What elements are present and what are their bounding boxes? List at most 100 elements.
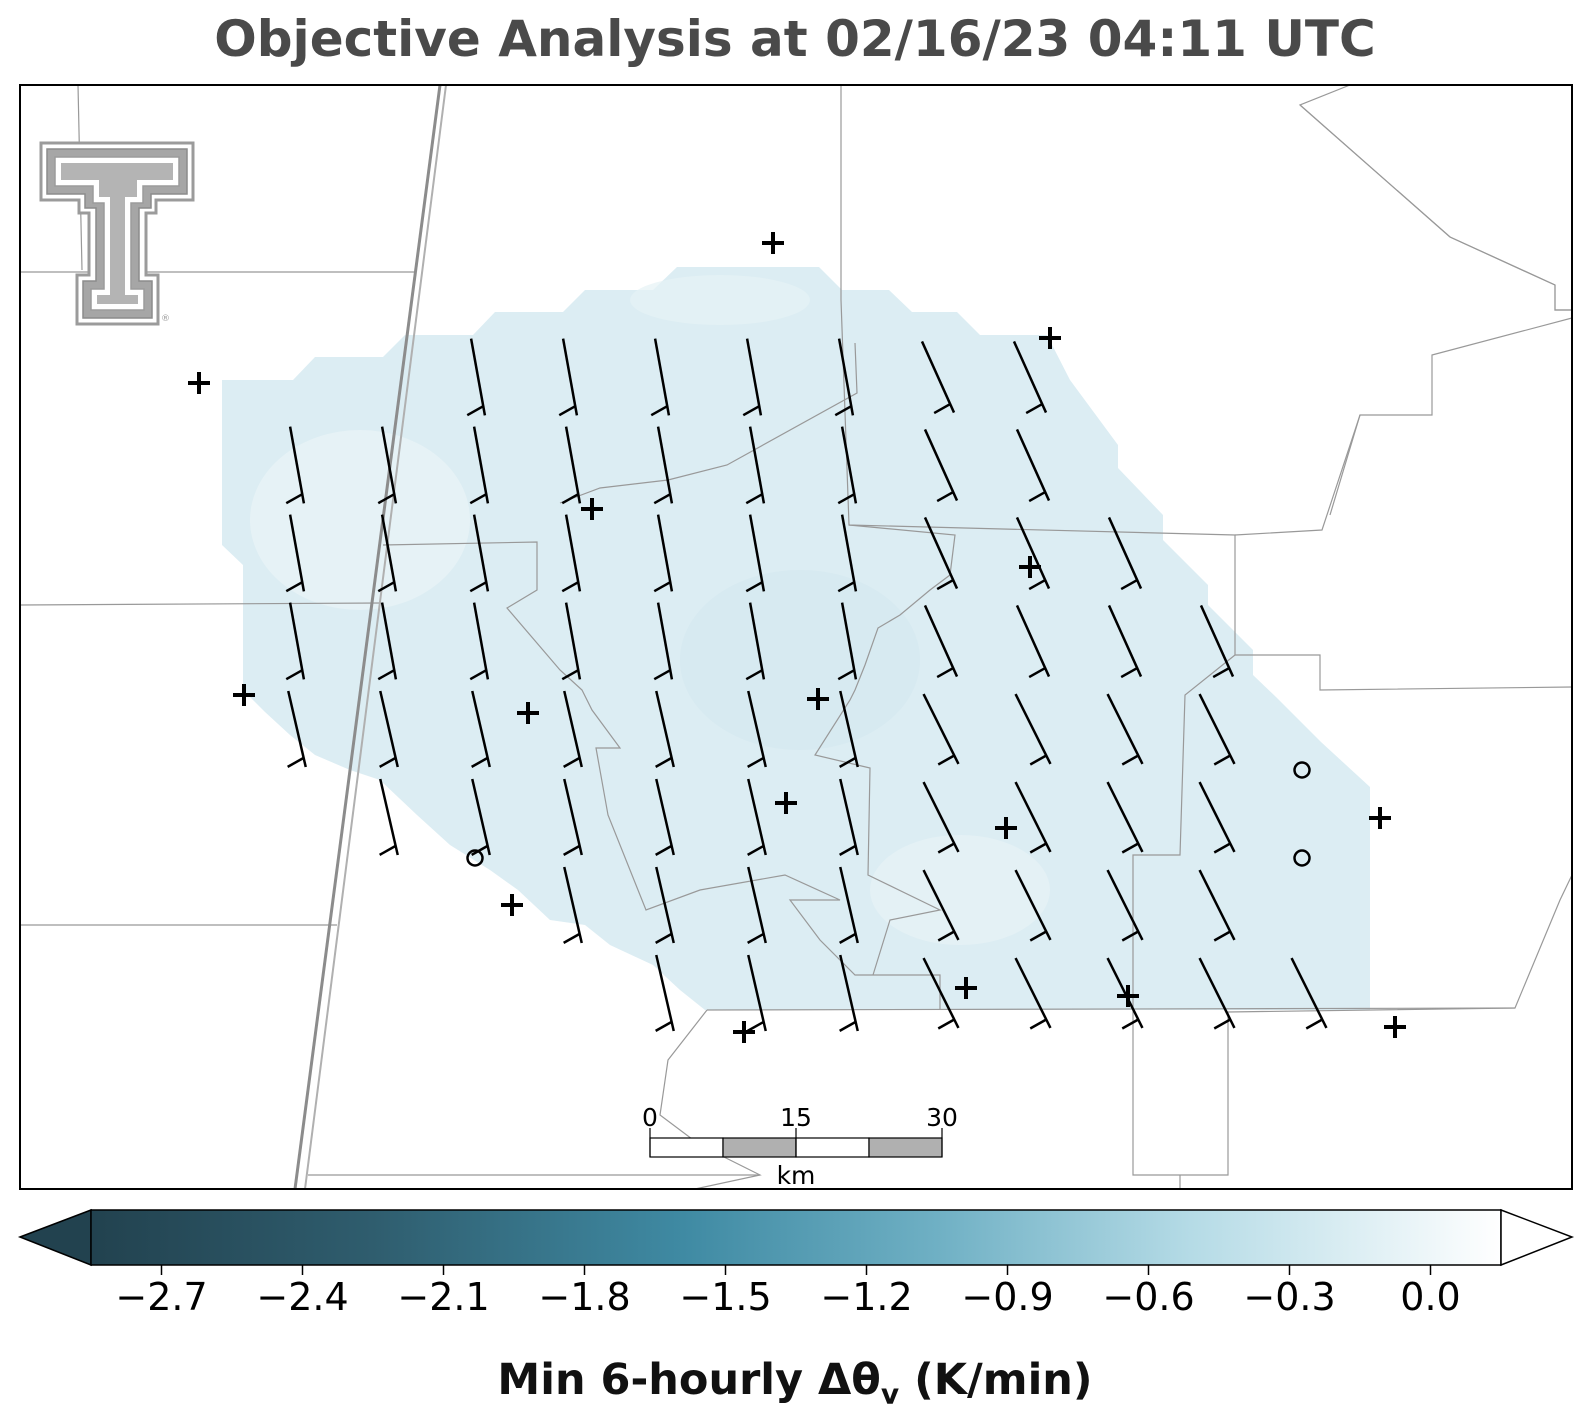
- wind-barb: [466, 338, 487, 417]
- wind-barb: [563, 866, 583, 944]
- wind-barb: [923, 604, 959, 679]
- wind-barb: [1198, 693, 1236, 766]
- wind-barb: [839, 778, 859, 856]
- wind-barb-layer: [285, 338, 1328, 1032]
- wind-barb: [1106, 781, 1144, 854]
- wind-barb: [1106, 693, 1144, 766]
- wind-barb: [285, 426, 306, 505]
- wind-barb: [1106, 869, 1144, 942]
- highway-line: [293, 85, 447, 1189]
- wind-barb: [563, 778, 583, 856]
- wind-barb: [377, 602, 398, 681]
- map-panel: [20, 85, 1572, 1189]
- colorbar-tick-label: −2.4: [256, 1275, 348, 1319]
- station-cross-marker: [188, 372, 210, 394]
- station-cross-marker: [733, 1021, 755, 1043]
- wind-barb: [379, 778, 399, 856]
- wind-barb: [922, 693, 960, 766]
- colorbar-tick-label: 0.0: [1400, 1275, 1460, 1319]
- wind-barb: [839, 690, 859, 768]
- wind-barb: [285, 602, 306, 681]
- colorbar-tick-label: −2.1: [397, 1275, 489, 1319]
- station-cross-marker: [807, 688, 829, 710]
- wind-barb: [839, 954, 859, 1032]
- wind-barb: [653, 514, 674, 593]
- logo-registered-mark: ®: [161, 314, 170, 324]
- wind-barb: [285, 514, 306, 593]
- colorbar-extend-low: [17, 1208, 92, 1267]
- station-cross-marker: [501, 894, 523, 916]
- wind-barb: [561, 514, 582, 593]
- colorbar-gradient: [90, 1209, 1502, 1266]
- wind-barb: [377, 514, 398, 593]
- wind-barb: [469, 602, 490, 681]
- station-cross-marker: [762, 232, 784, 254]
- wind-barb: [920, 340, 956, 415]
- wind-barb: [747, 866, 767, 944]
- wind-barb: [1014, 869, 1052, 942]
- wind-barb: [471, 690, 491, 768]
- texas-tech-logo: ®: [39, 141, 195, 326]
- station-cross-marker: [517, 702, 539, 724]
- wind-barb: [834, 338, 855, 417]
- wind-barb: [655, 778, 675, 856]
- wind-barb: [1015, 516, 1051, 591]
- wind-barb: [747, 778, 767, 856]
- wind-barb: [655, 690, 675, 768]
- station-cross-marker: [581, 498, 603, 520]
- colorbar-tick-label: −1.8: [538, 1275, 630, 1319]
- wind-barb: [837, 602, 858, 681]
- wind-barb: [653, 602, 674, 681]
- station-cross-marker: [1369, 807, 1391, 829]
- wind-barb: [469, 514, 490, 593]
- station-calm-marker: [466, 849, 484, 867]
- station-cross-marker: [1384, 1016, 1406, 1038]
- wind-barb: [558, 338, 579, 417]
- wind-barb: [745, 514, 766, 593]
- wind-barb: [1015, 604, 1051, 679]
- scale-tick-label: 15: [780, 1103, 812, 1132]
- wind-barb: [471, 778, 491, 856]
- scale-tick-label: 0: [642, 1103, 658, 1132]
- wind-barb: [922, 869, 960, 942]
- wind-barb: [922, 781, 960, 854]
- station-cross-marker: [233, 684, 255, 706]
- scale-unit-label: km: [777, 1161, 816, 1190]
- station-cross-marker: [995, 817, 1017, 839]
- wind-barb: [837, 426, 858, 505]
- wind-barb: [1107, 516, 1143, 591]
- wind-barb: [1198, 781, 1236, 854]
- station-calm-marker: [1293, 849, 1311, 867]
- wind-barb: [745, 426, 766, 505]
- wind-barb: [839, 866, 859, 944]
- wind-barb: [287, 690, 307, 768]
- wind-barb: [745, 602, 766, 681]
- wind-barb: [1290, 957, 1328, 1030]
- colorbar-tick-label: −0.3: [1243, 1275, 1335, 1319]
- map-frame: [19, 84, 1573, 1190]
- colorbar-tick-label: −1.5: [679, 1275, 771, 1319]
- wind-barb: [561, 426, 582, 505]
- wind-barb: [1199, 604, 1235, 679]
- station-marker-layer: [188, 232, 1406, 1043]
- station-cross-marker: [955, 977, 977, 999]
- colorbar-label: Min 6-hourly Δθv (K/min): [497, 1355, 1093, 1411]
- colorbar: −2.7 −2.4 −2.1 −1.8 −1.5 −1.2 −0.9 −0.6 −0.3 0.0: [17, 1208, 1575, 1319]
- wind-barb: [747, 690, 767, 768]
- station-cross-marker: [1019, 556, 1041, 578]
- wind-barb: [1014, 693, 1052, 766]
- wind-barb: [563, 690, 583, 768]
- wind-barb: [469, 426, 490, 505]
- wind-barb: [1107, 604, 1143, 679]
- wind-barb: [1014, 781, 1052, 854]
- colorbar-extend-high: [1500, 1208, 1575, 1267]
- wind-barb: [1012, 340, 1048, 415]
- wind-barb: [1106, 957, 1144, 1030]
- wind-barb: [561, 602, 582, 681]
- scale-bar: 0 15 30 km: [642, 1103, 958, 1190]
- map-title: Objective Analysis at 02/16/23 04:11 UTC: [214, 10, 1376, 68]
- station-calm-marker: [1293, 761, 1311, 779]
- wind-barb: [379, 690, 399, 768]
- colorbar-tick-label: −1.2: [820, 1275, 912, 1319]
